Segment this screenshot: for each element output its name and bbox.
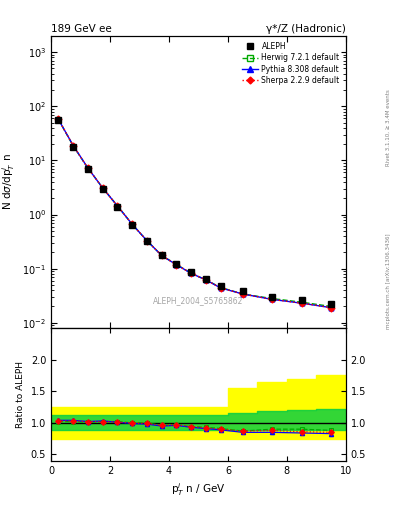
Text: 189 GeV ee: 189 GeV ee [51,24,112,34]
Y-axis label: Ratio to ALEPH: Ratio to ALEPH [16,361,25,428]
Y-axis label: N d$\sigma$/dp$_T^i$ n: N d$\sigma$/dp$_T^i$ n [0,154,17,210]
Legend: ALEPH, Herwig 7.2.1 default, Pythia 8.308 default, Sherpa 2.2.9 default: ALEPH, Herwig 7.2.1 default, Pythia 8.30… [239,39,342,87]
X-axis label: p$_T^i$ n / GeV: p$_T^i$ n / GeV [171,481,226,498]
Text: Rivet 3.1.10, ≥ 3.4M events: Rivet 3.1.10, ≥ 3.4M events [386,90,391,166]
Text: γ*/Z (Hadronic): γ*/Z (Hadronic) [266,24,346,34]
Text: ALEPH_2004_S5765862: ALEPH_2004_S5765862 [153,295,244,305]
Text: mcplots.cern.ch [arXiv:1306.3436]: mcplots.cern.ch [arXiv:1306.3436] [386,234,391,329]
